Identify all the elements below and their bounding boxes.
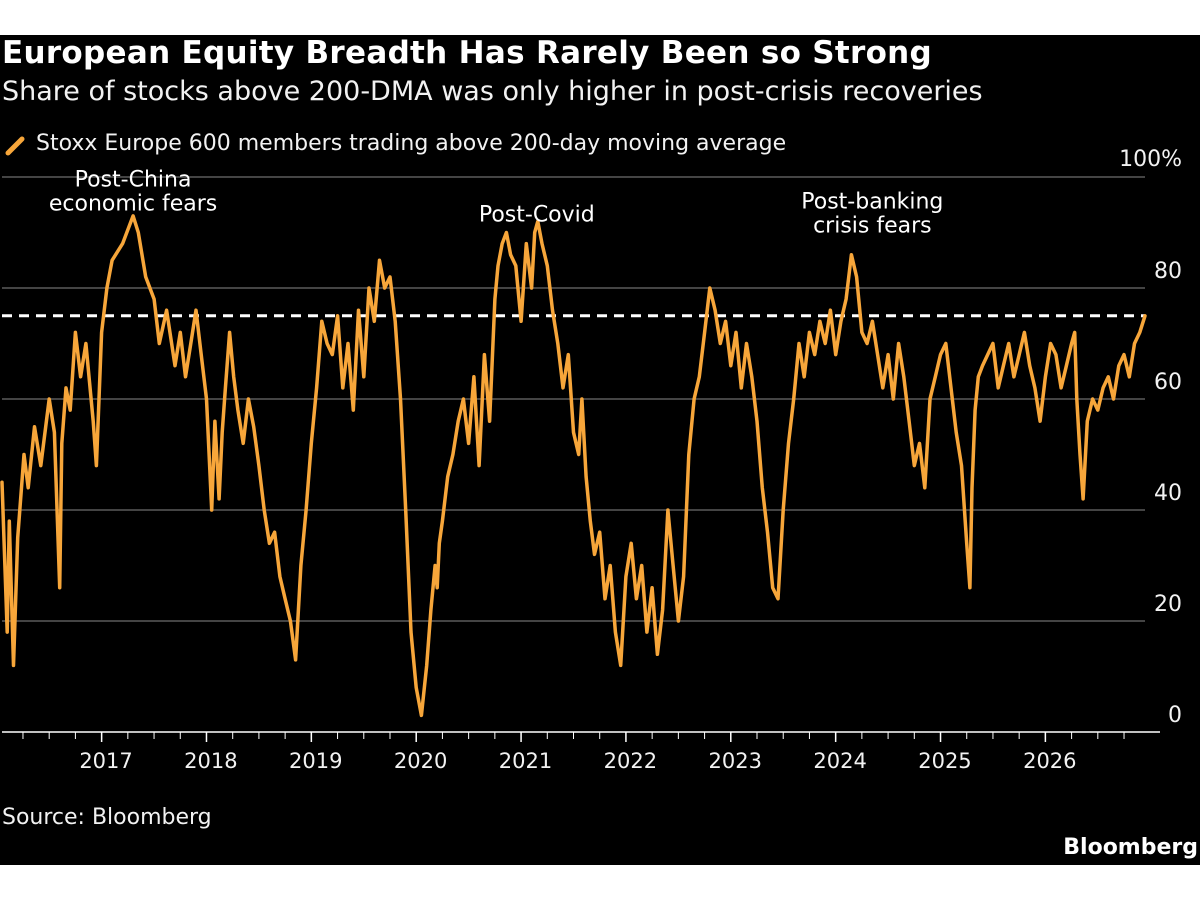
- x-tick-label: 2022: [604, 749, 657, 773]
- chart-title: European Equity Breadth Has Rarely Been …: [2, 35, 933, 71]
- diagonal-line-swatch-icon: [5, 136, 25, 156]
- x-tick-label: 2020: [394, 749, 447, 773]
- x-tick-label: 2026: [1023, 749, 1076, 773]
- legend-label: Stoxx Europe 600 members trading above 2…: [36, 131, 787, 156]
- chart-panel: European Equity Breadth Has Rarely Been …: [0, 35, 1200, 865]
- x-tick-label: 2025: [918, 749, 971, 773]
- source-note: Source: Bloomberg: [2, 805, 212, 830]
- series-layer: [0, 214, 1147, 718]
- x-tick-label: 2017: [79, 749, 132, 773]
- x-tick-label: 2021: [499, 749, 552, 773]
- x-tick-label: 2019: [289, 749, 342, 773]
- annotation-label: Post-Covid: [479, 202, 595, 227]
- brand-logo-text: Bloomberg: [1063, 835, 1198, 860]
- x-tick-label: 2023: [708, 749, 761, 773]
- y-tick-label: 20: [1154, 592, 1182, 617]
- annotation-label: crisis fears: [813, 214, 932, 239]
- y-tick-label: 80: [1154, 259, 1182, 284]
- y-tick-label: 40: [1154, 481, 1182, 506]
- series-line: [0, 214, 1147, 718]
- grid-layer: [2, 176, 1145, 622]
- axis-layer: 0 20 40 60 80 100% 2017 2018 2019 2020 2021 2022 202…: [2, 147, 1182, 773]
- y-tick-label: 60: [1154, 370, 1182, 395]
- annotation-label: economic fears: [49, 191, 217, 216]
- x-tick-label: 2024: [813, 749, 866, 773]
- x-tick-label: 2018: [184, 749, 237, 773]
- annotation-label: Post-China: [75, 167, 192, 192]
- line-chart: 0 20 40 60 80 100% 2017 2018 2019 2020 2021 2022 202…: [0, 147, 1182, 773]
- y-tick-label: 0: [1168, 703, 1182, 728]
- chart-subtitle: Share of stocks above 200-DMA was only h…: [2, 76, 983, 107]
- annotation-label: Post-banking: [801, 190, 943, 215]
- y-tick-label: 100%: [1119, 147, 1182, 172]
